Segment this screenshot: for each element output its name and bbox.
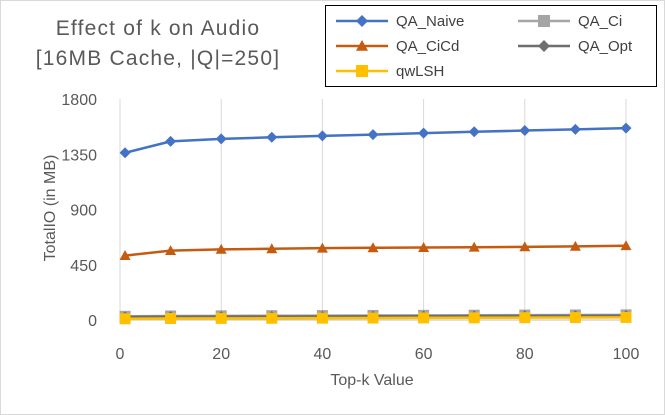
legend-marker-qwlsh xyxy=(356,65,368,77)
data-point-qa-cicd xyxy=(266,243,278,254)
legend-item-qa-naive: QA_Naive xyxy=(334,10,464,32)
data-point-qa-naive xyxy=(119,147,131,159)
data-point-qwlsh xyxy=(519,312,531,324)
data-point-qwlsh xyxy=(215,312,227,324)
data-point-qwlsh xyxy=(316,312,328,324)
chart-title: Effect of k on Audio [16MB Cache, |Q|=25… xyxy=(8,14,308,74)
data-point-qa-naive xyxy=(165,135,177,147)
legend-item-qa-opt: QA_Opt xyxy=(516,35,632,57)
data-point-qwlsh xyxy=(119,313,131,325)
y-tick-label: 0 xyxy=(88,313,97,330)
series-qa-cicd xyxy=(119,240,632,260)
data-point-qa-naive xyxy=(266,131,278,143)
y-axis-title: TotalIO (in MB) xyxy=(42,155,59,262)
data-point-qwlsh xyxy=(165,313,177,325)
data-point-qa-naive xyxy=(468,126,480,138)
data-point-qa-cicd xyxy=(418,242,430,252)
legend-label-qwlsh: qwLSH xyxy=(396,62,445,80)
x-tick-label: 40 xyxy=(314,346,332,363)
legend-label-qa-cicd: QA_CiCd xyxy=(396,37,460,55)
series-lines xyxy=(119,122,632,325)
y-tick-label: 1350 xyxy=(61,147,97,164)
chart-title-line-1: Effect of k on Audio xyxy=(55,17,261,40)
x-tick-label: 100 xyxy=(613,346,640,363)
legend-swatch-qa-ci xyxy=(518,15,570,27)
data-point-qa-naive xyxy=(620,122,632,134)
data-point-qwlsh xyxy=(620,311,632,323)
data-point-qa-cicd xyxy=(519,241,531,252)
legend-marker-qa-opt xyxy=(538,40,550,52)
y-tick-label: 900 xyxy=(70,203,97,220)
legend-marker-qa-naive xyxy=(356,15,368,27)
data-point-qwlsh xyxy=(418,312,430,324)
data-point-qa-cicd xyxy=(215,243,227,254)
x-tick-label: 80 xyxy=(516,346,534,363)
legend-swatch-qwlsh xyxy=(336,65,388,77)
data-point-qa-cicd xyxy=(316,242,328,253)
legend-item-qa-cicd: QA_CiCd xyxy=(334,35,459,57)
legend-item-qa-ci: QA_Ci xyxy=(516,10,622,32)
legend-item-qwlsh: qwLSH xyxy=(334,60,444,82)
data-point-qwlsh xyxy=(266,312,278,324)
data-point-qa-cicd xyxy=(468,241,480,252)
data-point-qa-cicd xyxy=(367,242,379,253)
series-qa-naive xyxy=(119,122,632,159)
data-point-qwlsh xyxy=(367,312,379,324)
legend-marker-qa-ci xyxy=(538,15,550,27)
axes: 0 20 40 60 80 100 0 450 900 1350 1800 xyxy=(61,92,639,363)
data-point-qa-cicd xyxy=(119,250,131,260)
legend-swatch-qa-cicd xyxy=(336,40,388,51)
data-point-qa-cicd xyxy=(569,240,581,251)
chart-title-line-2: [16MB Cache, |Q|=250] xyxy=(35,47,281,70)
x-tick-label: 20 xyxy=(212,346,230,363)
data-point-qa-cicd xyxy=(620,240,632,251)
data-point-qa-naive xyxy=(418,127,430,139)
legend-label-qa-naive: QA_Naive xyxy=(396,12,465,30)
data-point-qa-cicd xyxy=(165,245,177,256)
legend-marker-qa-cicd xyxy=(356,40,368,51)
data-point-qa-naive xyxy=(215,133,227,145)
data-point-qa-naive xyxy=(519,125,531,137)
y-tick-label: 450 xyxy=(70,258,97,275)
series-qwlsh xyxy=(119,311,632,325)
y-tick-label: 1800 xyxy=(61,92,97,109)
x-axis-title: Top-k Value xyxy=(330,372,413,389)
legend-swatch-qa-naive xyxy=(336,15,388,27)
x-tick-label: 0 xyxy=(116,346,125,363)
legend-label-qa-opt: QA_Opt xyxy=(578,37,633,55)
legend: QA_Naive QA_Ci QA_CiCd QA_Opt qwLSH xyxy=(325,5,657,87)
data-point-qa-naive xyxy=(316,130,328,142)
data-point-qa-naive xyxy=(569,123,581,135)
data-point-qwlsh xyxy=(468,312,480,324)
data-point-qwlsh xyxy=(569,312,581,324)
legend-label-qa-ci: QA_Ci xyxy=(578,12,623,30)
data-point-qa-naive xyxy=(367,129,379,141)
x-tick-label: 60 xyxy=(415,346,433,363)
legend-swatch-qa-opt xyxy=(518,40,570,52)
